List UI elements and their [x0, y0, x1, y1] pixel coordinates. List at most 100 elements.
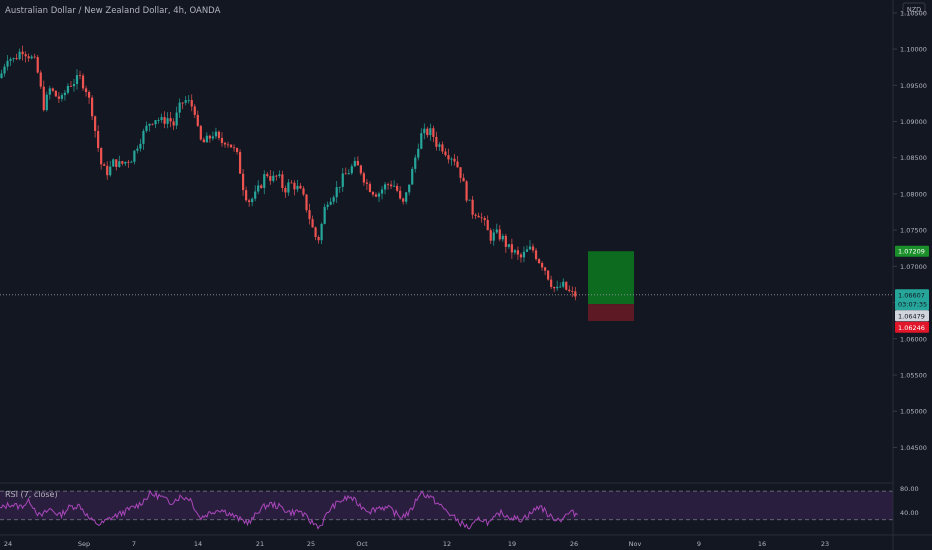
candle-body	[157, 120, 160, 121]
chart-title: Australian Dollar / New Zealand Dollar, …	[5, 6, 221, 16]
y-tick-label: 1.10000	[900, 46, 927, 54]
rsi-pane[interactable]: RSI (7, close)	[0, 489, 893, 530]
rsi-lower-label: 40.00	[900, 509, 919, 517]
candle-body	[193, 106, 196, 115]
rsi-band	[0, 491, 893, 520]
candle-body	[480, 217, 483, 219]
candle-body	[550, 279, 553, 288]
currency-badge[interactable]	[902, 2, 926, 15]
x-tick-label: 25	[307, 540, 315, 548]
candle-body	[323, 206, 326, 224]
candle-body	[510, 244, 513, 253]
candle-body	[248, 200, 251, 203]
candle-body	[178, 102, 181, 113]
candle-body	[278, 174, 281, 176]
candle-body	[232, 147, 236, 149]
candle-body	[54, 90, 57, 97]
candle-body	[344, 173, 347, 175]
candle-body	[145, 125, 148, 131]
candle-body	[453, 158, 456, 162]
candle-body	[498, 229, 501, 240]
x-tick-label: Oct	[356, 540, 368, 548]
candle-body	[420, 133, 423, 149]
candle-body	[483, 218, 486, 221]
candle-body	[181, 102, 184, 104]
candle-body	[492, 232, 495, 241]
x-tick-label: 9	[697, 540, 701, 548]
candle-body	[534, 250, 538, 260]
candle-body	[305, 194, 308, 211]
candle-body	[389, 184, 393, 187]
stop-price-text: 1.06246	[898, 324, 925, 332]
entry-price-tag: 1.06479	[895, 310, 929, 322]
candle-body	[290, 182, 293, 184]
candle-body	[130, 161, 133, 163]
candle-body	[287, 182, 290, 193]
candle-body	[477, 215, 480, 218]
candle-body	[329, 201, 332, 205]
candle-body	[299, 185, 302, 189]
candle-body	[308, 210, 311, 220]
x-tick-label: 23	[821, 540, 829, 548]
candle-body	[450, 158, 453, 160]
candle-body	[411, 168, 414, 185]
candle-body	[374, 194, 378, 197]
candle-body	[94, 116, 97, 132]
candle-body	[432, 128, 435, 137]
candle-body	[112, 159, 115, 167]
candle-body	[281, 174, 284, 189]
x-tick-label: 12	[443, 540, 451, 548]
price-axis[interactable]: NZD 1.105001.100001.095001.090001.085001…	[893, 2, 927, 452]
candle-body	[214, 131, 218, 137]
candle-body	[531, 246, 535, 251]
candle-body	[30, 56, 33, 59]
candle-body	[39, 72, 42, 87]
candle-body	[362, 173, 365, 183]
profit-zone[interactable]	[588, 251, 634, 305]
candle-body	[380, 189, 384, 194]
candle-body	[272, 175, 275, 181]
y-tick-label: 1.07000	[900, 263, 927, 271]
candle-body	[462, 177, 465, 182]
candle-body	[359, 165, 362, 174]
y-tick-label: 1.05000	[900, 408, 927, 416]
candle-body	[356, 160, 359, 166]
y-tick-label: 1.09500	[900, 82, 927, 90]
last-price-text: 1.06607	[898, 291, 925, 299]
candle-body	[574, 291, 577, 297]
candle-body	[196, 114, 199, 126]
loss-zone[interactable]	[588, 304, 634, 321]
candle-body	[15, 58, 18, 60]
candle-body	[399, 190, 402, 199]
candle-body	[254, 191, 257, 199]
candle-body	[109, 166, 112, 176]
rsi-line	[0, 489, 578, 530]
candle-body	[383, 184, 387, 190]
candle-body	[136, 148, 139, 151]
y-tick-labels: 1.10500 1.10000 1.09500 1.09000 1.08500 1.080…	[893, 9, 927, 452]
candle-body	[175, 112, 178, 126]
candle-body	[556, 286, 559, 289]
candle-body	[320, 223, 323, 241]
candle-body	[269, 175, 272, 181]
time-axis[interactable]: 24 Sep 7 14 21 25 Oct 12 19 26 Nov 9 16 23	[4, 540, 829, 548]
candle-body	[45, 94, 48, 111]
target-price-text: 1.07209	[898, 248, 925, 256]
x-tick-label: 19	[508, 540, 516, 548]
candle-body	[568, 289, 571, 292]
candle-body	[36, 57, 39, 73]
candle-body	[6, 60, 9, 67]
candle-body	[24, 54, 27, 57]
candle-body	[238, 151, 242, 174]
candle-body	[459, 167, 462, 178]
candle-body	[408, 184, 411, 193]
candle-body	[537, 259, 541, 263]
candle-body	[423, 128, 426, 134]
candle-body	[0, 73, 3, 79]
candle-body	[525, 249, 529, 252]
candle-body	[72, 84, 76, 87]
long-position-tool[interactable]	[588, 251, 634, 321]
candle-body	[42, 86, 45, 111]
